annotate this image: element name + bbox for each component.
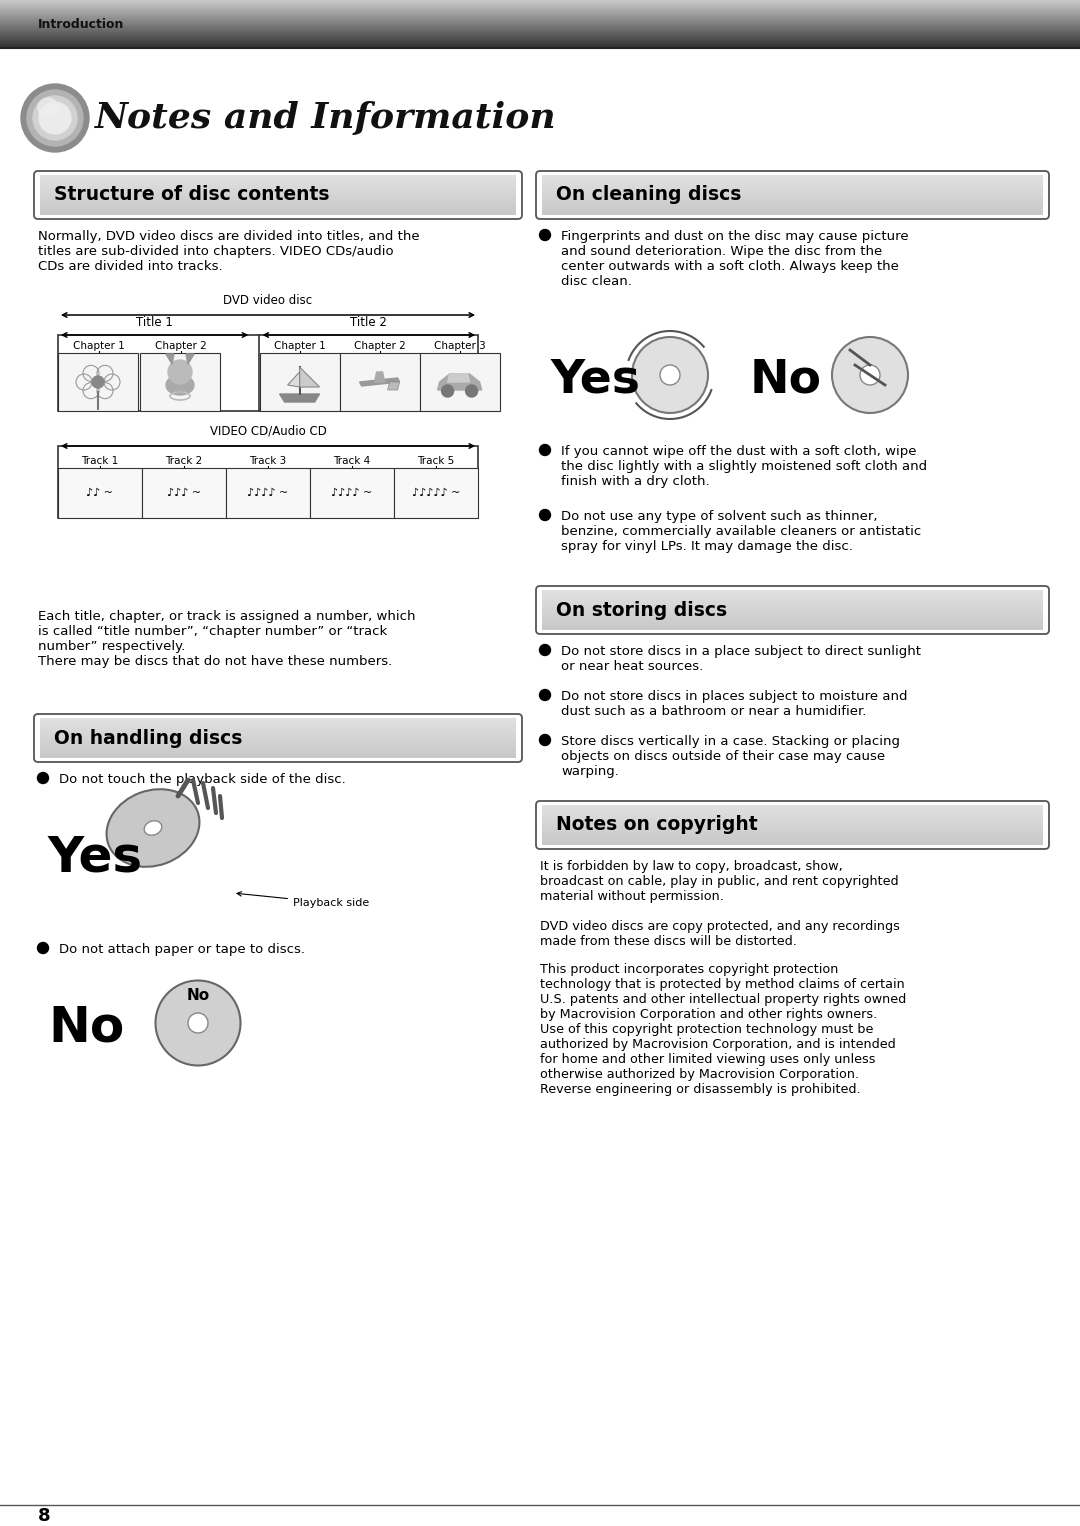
Text: Notes and Information: Notes and Information [95, 101, 556, 134]
Bar [226, 468, 310, 517]
Bar [310, 468, 394, 517]
Circle shape [38, 943, 49, 954]
Text: Introduction: Introduction [38, 17, 124, 31]
Text: Structure of disc contents: Structure of disc contents [54, 186, 329, 204]
Text: Track 4: Track 4 [334, 456, 370, 465]
Circle shape [860, 365, 880, 385]
Circle shape [442, 385, 454, 397]
Text: ♪♪ ~: ♪♪ ~ [86, 488, 113, 497]
Text: DVD video disc: DVD video disc [224, 295, 312, 307]
Text: 8: 8 [38, 1508, 51, 1524]
Text: Track 2: Track 2 [165, 456, 203, 465]
Text: Each title, chapter, or track is assigned a number, which
is called “title numbe: Each title, chapter, or track is assigne… [38, 610, 416, 668]
Text: No: No [187, 987, 210, 1003]
Text: If you cannot wipe off the dust with a soft cloth, wipe
the disc lightly with a : If you cannot wipe off the dust with a s… [561, 446, 927, 488]
Text: It is forbidden by law to copy, broadcast, show,
broadcast on cable, play in pub: It is forbidden by law to copy, broadcas… [540, 861, 899, 903]
Text: DVD video discs are copy protected, and any recordings
made from these discs wil: DVD video discs are copy protected, and … [540, 920, 900, 948]
Bar [259, 353, 339, 410]
Polygon shape [166, 354, 174, 365]
Text: ♪♪♪ ~: ♪♪♪ ~ [167, 488, 201, 497]
Circle shape [168, 360, 192, 385]
Text: ♪♪♪♪ ~: ♪♪♪♪ ~ [332, 488, 373, 497]
Text: Do not store discs in places subject to moisture and
dust such as a bathroom or : Do not store discs in places subject to … [561, 690, 907, 719]
Circle shape [832, 337, 908, 414]
Text: Track 5: Track 5 [417, 456, 455, 465]
Bar [420, 353, 500, 410]
Text: Yes: Yes [550, 357, 640, 403]
Bar [58, 468, 141, 517]
Polygon shape [447, 374, 470, 382]
Bar [58, 446, 478, 517]
Text: No: No [48, 1004, 124, 1051]
Text: Title 1: Title 1 [136, 316, 173, 330]
Text: Chapter 2: Chapter 2 [156, 340, 207, 351]
Circle shape [38, 98, 58, 118]
Circle shape [632, 337, 708, 414]
Polygon shape [388, 382, 400, 391]
Text: On storing discs: On storing discs [556, 601, 727, 620]
Text: ♪♪♪♪ ~: ♪♪♪♪ ~ [247, 488, 288, 497]
Text: Do not store discs in a place subject to direct sunlight
or near heat sources.: Do not store discs in a place subject to… [561, 645, 921, 673]
Ellipse shape [145, 821, 162, 835]
Ellipse shape [166, 375, 194, 395]
Text: Notes on copyright: Notes on copyright [556, 815, 758, 835]
Bar [58, 336, 478, 410]
Text: Title 2: Title 2 [350, 316, 388, 330]
Circle shape [38, 772, 49, 783]
Bar [394, 468, 478, 517]
Polygon shape [287, 372, 299, 388]
Ellipse shape [188, 1013, 208, 1033]
Circle shape [540, 444, 551, 455]
Text: No: No [750, 357, 822, 403]
Polygon shape [360, 378, 400, 386]
Text: Yes: Yes [48, 835, 144, 882]
Text: Store discs vertically in a case. Stacking or placing
objects on discs outside o: Store discs vertically in a case. Stacki… [561, 736, 900, 778]
Polygon shape [375, 372, 384, 382]
Bar [58, 353, 138, 410]
Text: Chapter 1: Chapter 1 [73, 340, 125, 351]
Bar [339, 353, 420, 410]
Text: Normally, DVD video discs are divided into titles, and the
titles are sub-divide: Normally, DVD video discs are divided in… [38, 230, 420, 273]
Bar [141, 468, 226, 517]
Text: Playback side: Playback side [237, 891, 369, 908]
Text: On handling discs: On handling discs [54, 728, 242, 748]
Polygon shape [280, 394, 320, 401]
Bar [140, 353, 220, 410]
Circle shape [660, 365, 680, 385]
Polygon shape [299, 366, 320, 388]
Polygon shape [186, 354, 194, 365]
Text: Chapter 2: Chapter 2 [354, 340, 405, 351]
Text: On cleaning discs: On cleaning discs [556, 186, 741, 204]
Text: ♪♪♪♪♪ ~: ♪♪♪♪♪ ~ [411, 488, 460, 497]
Text: Chapter 1: Chapter 1 [273, 340, 325, 351]
Circle shape [540, 229, 551, 241]
Polygon shape [437, 374, 482, 391]
Text: This product incorporates copyright protection
technology that is protected by m: This product incorporates copyright prot… [540, 963, 906, 1096]
Circle shape [33, 96, 77, 140]
Circle shape [465, 385, 477, 397]
Text: Track 1: Track 1 [81, 456, 119, 465]
Text: Do not attach paper or tape to discs.: Do not attach paper or tape to discs. [59, 943, 305, 955]
Text: Track 3: Track 3 [249, 456, 286, 465]
Text: Do not use any type of solvent such as thinner,
benzine, commercially available : Do not use any type of solvent such as t… [561, 510, 921, 552]
Circle shape [540, 510, 551, 520]
Text: VIDEO CD/Audio CD: VIDEO CD/Audio CD [210, 426, 326, 438]
Circle shape [27, 90, 83, 146]
Text: Do not touch the playback side of the disc.: Do not touch the playback side of the di… [59, 774, 346, 786]
Circle shape [21, 84, 89, 153]
Circle shape [540, 734, 551, 746]
Text: Fingerprints and dust on the disc may cause picture
and sound deterioration. Wip: Fingerprints and dust on the disc may ca… [561, 230, 908, 288]
Ellipse shape [107, 789, 200, 867]
Circle shape [540, 644, 551, 656]
Text: Chapter 3: Chapter 3 [434, 340, 486, 351]
Circle shape [92, 375, 104, 388]
Ellipse shape [156, 981, 241, 1065]
Circle shape [39, 102, 71, 134]
Circle shape [540, 690, 551, 700]
